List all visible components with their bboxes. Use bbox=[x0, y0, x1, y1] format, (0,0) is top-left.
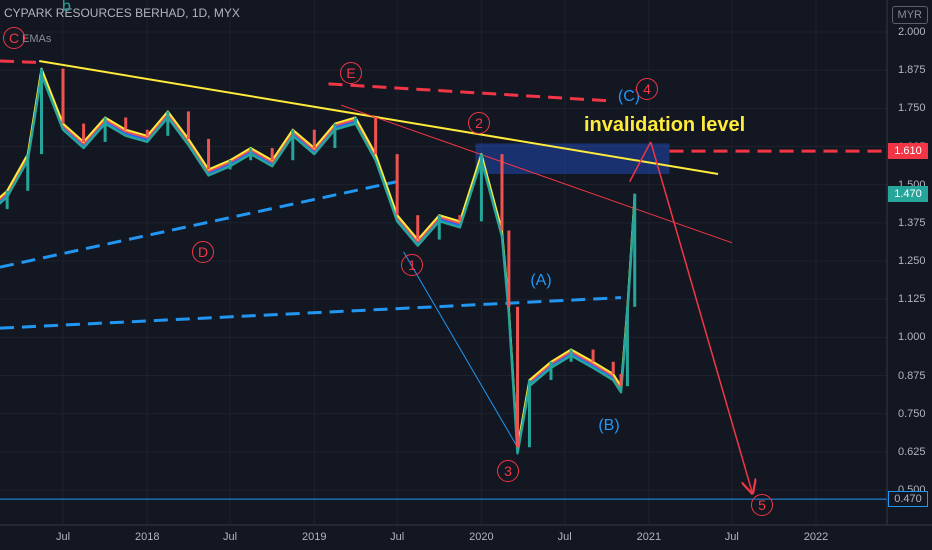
major-trendline bbox=[39, 60, 719, 175]
candle bbox=[527, 380, 531, 448]
candle bbox=[145, 129, 149, 136]
price-tick-label: 0.875 bbox=[898, 369, 926, 382]
price-tick-label: 1.250 bbox=[898, 255, 926, 267]
time-tick-label: Jul bbox=[724, 531, 739, 543]
candle bbox=[395, 154, 399, 216]
candle bbox=[82, 123, 86, 142]
candle bbox=[619, 373, 623, 387]
candle bbox=[61, 68, 65, 124]
ema-line-green bbox=[0, 73, 636, 455]
time-tick-label: 2019 bbox=[302, 531, 327, 543]
candle bbox=[249, 148, 253, 161]
candle bbox=[291, 129, 295, 161]
wave-label-5: 5 bbox=[751, 494, 773, 516]
ema-line-red bbox=[0, 69, 636, 451]
candle bbox=[228, 160, 232, 170]
price-tick-label: 0.625 bbox=[898, 445, 926, 458]
candle bbox=[270, 148, 274, 161]
upper-wedge-line bbox=[328, 82, 607, 103]
symbol-title[interactable]: CYPARK RESOURCES BERHAD, 1D, MYX bbox=[4, 6, 240, 20]
candle bbox=[312, 129, 316, 149]
candle bbox=[103, 117, 107, 142]
ema-line-yellow bbox=[0, 67, 636, 449]
time-tick-label: 2022 bbox=[803, 531, 829, 543]
price-tick-label: 2.000 bbox=[898, 26, 926, 38]
invalidation-price-tag: 1.610 bbox=[888, 143, 928, 160]
wave-label-c-paren: (C) bbox=[617, 88, 641, 105]
candle bbox=[507, 230, 511, 307]
wave-4-projection bbox=[629, 141, 652, 182]
wave-5-projection bbox=[650, 141, 753, 493]
candle bbox=[633, 193, 637, 307]
wave-label-4: 4 bbox=[636, 78, 658, 100]
wave-label-c: C bbox=[3, 27, 25, 49]
wave-1-3-line bbox=[403, 251, 518, 448]
candle bbox=[500, 154, 504, 231]
candle bbox=[416, 215, 420, 240]
candle bbox=[186, 111, 190, 139]
corner-mark: b bbox=[62, 0, 71, 15]
upper-wedge-line-left bbox=[0, 59, 42, 65]
time-tick-label: 2021 bbox=[636, 531, 662, 543]
wave-label-b: (B) bbox=[598, 417, 620, 434]
price-tick-label: 1.125 bbox=[898, 293, 926, 306]
price-tick-label: 1.375 bbox=[898, 216, 926, 229]
wave-label-a: (A) bbox=[530, 272, 552, 289]
price-tick-label: 0.750 bbox=[898, 407, 926, 420]
wave-label-3: 3 bbox=[497, 460, 519, 482]
candle bbox=[166, 111, 170, 136]
time-tick-label: 2018 bbox=[134, 531, 160, 543]
time-tick-label: Jul bbox=[55, 531, 71, 543]
candle bbox=[354, 117, 358, 124]
candle bbox=[124, 117, 128, 130]
candle bbox=[549, 361, 553, 381]
time-tick-label: Jul bbox=[223, 531, 238, 543]
candle bbox=[5, 190, 9, 210]
channel-line bbox=[0, 296, 622, 330]
wave-label-d: D bbox=[192, 241, 214, 263]
last-price-tag: 1.470 bbox=[888, 185, 928, 202]
indicator-label[interactable]: EMAs bbox=[22, 33, 52, 45]
candle bbox=[516, 306, 520, 448]
candle bbox=[26, 154, 30, 191]
candle bbox=[569, 349, 573, 362]
invalidation-zone-box bbox=[475, 143, 670, 174]
invalidation-label: invalidation level bbox=[584, 114, 746, 136]
ema-line-blue bbox=[0, 71, 636, 453]
candle bbox=[374, 117, 378, 155]
time-tick-label: 2020 bbox=[469, 531, 494, 543]
candle bbox=[39, 68, 43, 155]
time-tick-label: Jul bbox=[390, 531, 405, 543]
candle bbox=[458, 215, 462, 222]
candle bbox=[207, 138, 211, 170]
currency-badge[interactable]: MYR bbox=[891, 6, 928, 24]
wave-label-2: 2 bbox=[468, 112, 490, 134]
price-tick-label: 1.875 bbox=[898, 64, 926, 77]
candle bbox=[479, 154, 483, 222]
price-tick-label: 1.000 bbox=[898, 331, 926, 344]
candle bbox=[611, 361, 615, 374]
wave-label-e: E bbox=[340, 62, 362, 84]
wave-label-1: 1 bbox=[401, 254, 423, 276]
candle bbox=[333, 123, 337, 149]
target-price-tag: 0.470 bbox=[888, 491, 928, 508]
wave-trendline bbox=[341, 104, 732, 244]
lower-wedge-line bbox=[0, 180, 398, 269]
price-tick-label: 1.750 bbox=[898, 102, 926, 115]
candle bbox=[437, 215, 441, 240]
candle bbox=[625, 306, 629, 387]
candle bbox=[591, 349, 595, 362]
time-tick-label: Jul bbox=[557, 531, 572, 543]
